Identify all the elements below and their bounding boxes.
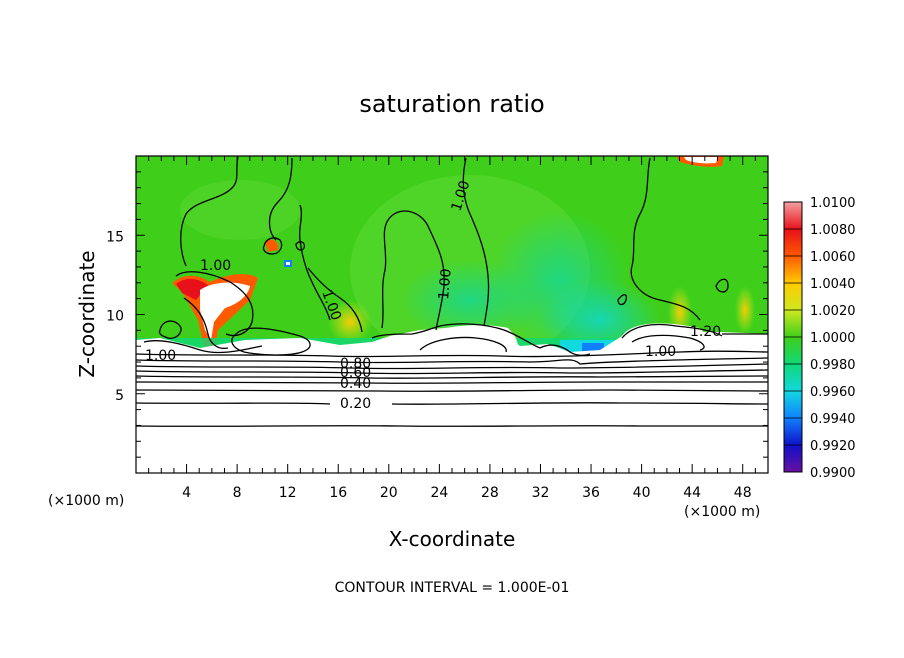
cloud-patch xyxy=(286,262,290,265)
contour-label: 0.40 xyxy=(340,376,371,392)
colorbar-label: 1.0040 xyxy=(810,277,856,292)
contour-line xyxy=(136,375,768,379)
contour-label: 1.20 xyxy=(690,324,721,340)
colorbar-label: 1.0000 xyxy=(810,331,856,346)
colorbar-segment xyxy=(784,364,802,392)
colorbar-label: 1.0100 xyxy=(810,196,856,211)
y-tick-label: 15 xyxy=(106,229,124,245)
contour-line xyxy=(180,156,239,267)
contour-line xyxy=(136,425,768,427)
contour-line xyxy=(262,237,283,255)
x-tick-label: 12 xyxy=(279,485,297,501)
contour-line xyxy=(307,267,363,333)
y-tick-label: 10 xyxy=(106,309,124,325)
chart-title: saturation ratio xyxy=(359,90,544,118)
cloud-patch xyxy=(420,325,518,352)
x-tick-label: 44 xyxy=(683,485,701,501)
contour-line xyxy=(621,323,723,339)
contour-label: 1.00 xyxy=(436,268,455,300)
contour-label: 0.20 xyxy=(340,396,371,412)
contour-line xyxy=(631,334,705,351)
contour-line xyxy=(136,381,768,384)
field-shade xyxy=(400,260,540,340)
x-tick-label: 8 xyxy=(233,485,242,501)
x-tick-label: 24 xyxy=(430,485,448,501)
y-axis-title: Z-coordinate xyxy=(75,250,99,377)
colorbar-segment xyxy=(784,418,802,446)
colorbar-label: 0.9980 xyxy=(810,358,856,373)
colorbar-segment xyxy=(784,310,802,338)
colorbar-label: 0.9940 xyxy=(810,412,856,427)
colorbar-segment xyxy=(784,337,802,365)
contour-line xyxy=(183,297,229,350)
contour-line xyxy=(715,278,729,293)
field-shade xyxy=(735,286,755,334)
contour-line xyxy=(419,336,507,353)
contour-label: 1.00 xyxy=(200,258,231,274)
contour-label: 1.00 xyxy=(145,348,176,364)
field-shade xyxy=(328,300,372,344)
colorbar-segment xyxy=(784,256,802,284)
plot-area xyxy=(136,156,768,473)
contour-line xyxy=(231,327,311,356)
contour-line xyxy=(462,157,490,327)
x-tick-label: 32 xyxy=(532,485,550,501)
boundary-band xyxy=(582,343,604,353)
colorbar-label: 1.0060 xyxy=(810,250,856,265)
x-tick-label: 16 xyxy=(329,485,347,501)
colorbar: 1.0100 1.0080 1.0060 1.0040 1.0020 1.0000 0.99… xyxy=(783,196,856,481)
contour-label: 1.00 xyxy=(645,344,676,360)
contour-interval-note: CONTOUR INTERVAL = 1.000E-01 xyxy=(335,580,570,596)
field-shade xyxy=(180,180,300,240)
x-tick-label: 28 xyxy=(481,485,499,501)
cloud-patch xyxy=(200,282,250,340)
contour-line xyxy=(158,320,182,339)
contour-label: 0.60 xyxy=(340,365,371,381)
contour-line xyxy=(617,294,628,306)
contour-line xyxy=(136,363,768,370)
contour-lines xyxy=(136,156,768,427)
contour-label: 0.80 xyxy=(340,356,371,372)
x-axis: 4 8 12 16 20 24 28 32 36 40 44 48 xyxy=(148,156,756,501)
contour-label-backing xyxy=(334,395,386,411)
contour-line xyxy=(268,157,293,241)
colorbar-segment xyxy=(784,445,802,473)
colorbar-label: 0.9960 xyxy=(810,385,856,400)
x-axis-unit: (×1000 m) xyxy=(684,504,760,520)
contour-line xyxy=(136,350,768,358)
y-axis: 5 10 15 xyxy=(106,171,768,458)
contour-line xyxy=(136,369,768,375)
colorbar-segment xyxy=(784,202,802,230)
contour-line xyxy=(136,389,768,392)
x-axis-title: X-coordinate xyxy=(389,527,516,551)
colorbar-segment xyxy=(784,229,802,257)
contour-line xyxy=(630,157,701,321)
colorbar-label: 1.0080 xyxy=(810,223,856,238)
contour-line xyxy=(295,241,306,251)
y-tick-label: 5 xyxy=(115,388,124,404)
colorbar-segment xyxy=(784,283,802,311)
x-tick-label: 4 xyxy=(182,485,191,501)
colorbar-label: 0.9920 xyxy=(810,439,856,454)
contour-line xyxy=(136,402,768,405)
contour-line xyxy=(175,271,254,337)
x-tick-label: 48 xyxy=(734,485,752,501)
colorbar-label: 0.9900 xyxy=(810,466,856,481)
colorbar-segment xyxy=(784,391,802,419)
x-tick-label: 40 xyxy=(633,485,651,501)
colorbar-label: 1.0020 xyxy=(810,304,856,319)
x-tick-label: 20 xyxy=(380,485,398,501)
z-axis-unit: (×1000 m) xyxy=(48,493,124,509)
supersat-fringe xyxy=(265,239,279,252)
contour-line xyxy=(298,204,331,321)
contour-line xyxy=(381,210,445,331)
contour-line xyxy=(136,357,768,365)
contour-line xyxy=(371,323,541,349)
x-tick-label: 36 xyxy=(582,485,600,501)
contour-line xyxy=(143,340,263,354)
